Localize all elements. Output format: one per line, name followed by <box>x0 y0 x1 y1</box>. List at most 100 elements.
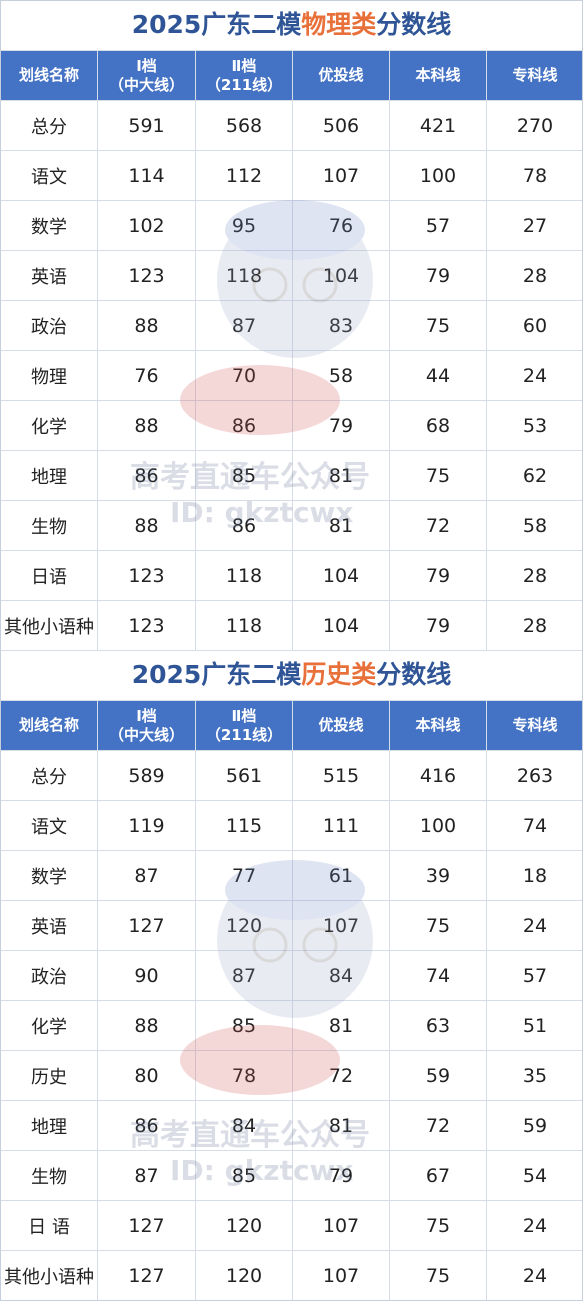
score-cell: 60 <box>486 300 583 351</box>
row-label: 其他小语种 <box>0 1250 98 1301</box>
table-row: 化学 88 85 81 63 51 <box>0 1000 583 1051</box>
score-cell: 24 <box>486 1250 583 1301</box>
score-cell: 44 <box>389 350 487 401</box>
header-cell: 划线名称 <box>0 50 98 101</box>
score-cell: 111 <box>292 800 390 851</box>
row-label: 日语 <box>0 550 98 601</box>
score-cell: 81 <box>292 500 390 551</box>
title-prefix: 2025广东二模 <box>131 660 302 689</box>
table-row: 总分 591 568 506 421 270 <box>0 100 583 151</box>
score-cell: 51 <box>486 1000 583 1051</box>
score-cell: 75 <box>389 900 487 951</box>
title-highlight: 历史类 <box>301 660 377 689</box>
score-cell: 84 <box>292 950 390 1001</box>
score-cell: 112 <box>195 150 293 201</box>
score-table-physics: 划线名称 Ⅰ档 （中大线） Ⅱ档 （211线） 优投线 本科线 专科线 总分 591 5… <box>0 50 583 651</box>
score-cell: 87 <box>97 850 196 901</box>
score-cell: 86 <box>195 500 293 551</box>
score-cell: 88 <box>97 300 196 351</box>
score-cell: 81 <box>292 1100 390 1151</box>
header-cell: Ⅱ档 （211线） <box>195 50 293 101</box>
score-cell: 421 <box>389 100 487 151</box>
score-cell: 515 <box>292 750 390 801</box>
score-cell: 88 <box>97 500 196 551</box>
score-cell: 263 <box>486 750 583 801</box>
score-cell: 118 <box>195 250 293 301</box>
score-cell: 104 <box>292 250 390 301</box>
header-line: Ⅱ档 <box>231 706 257 725</box>
row-label: 其他小语种 <box>0 600 98 651</box>
table-row: 日语 123 118 104 79 28 <box>0 550 583 601</box>
table-row: 数学 102 95 76 57 27 <box>0 200 583 251</box>
score-cell: 118 <box>195 600 293 651</box>
row-label: 化学 <box>0 400 98 451</box>
score-cell: 87 <box>195 300 293 351</box>
score-cell: 88 <box>97 1000 196 1051</box>
row-label: 物理 <box>0 350 98 401</box>
score-cell: 63 <box>389 1000 487 1051</box>
score-cell: 79 <box>389 600 487 651</box>
score-cell: 75 <box>389 450 487 501</box>
score-cell: 118 <box>195 550 293 601</box>
table-row: 英语 127 120 107 75 24 <box>0 900 583 951</box>
score-cell: 72 <box>292 1050 390 1101</box>
title-suffix: 分数线 <box>376 10 452 39</box>
table-row: 日 语 127 120 107 75 24 <box>0 1200 583 1251</box>
score-cell: 57 <box>486 950 583 1001</box>
score-cell: 416 <box>389 750 487 801</box>
table-row: 英语 123 118 104 79 28 <box>0 250 583 301</box>
score-cell: 100 <box>389 800 487 851</box>
table-body: 总分 589 561 515 416 263 语文 119 115 111 100 74 数学 87 77 6… <box>0 750 583 1301</box>
score-cell: 58 <box>486 500 583 551</box>
header-line: （中大线） <box>108 75 184 94</box>
row-label: 总分 <box>0 750 98 801</box>
header-cell: 本科线 <box>389 700 487 751</box>
score-cell: 127 <box>97 1200 196 1251</box>
score-cell: 90 <box>97 950 196 1001</box>
row-label: 英语 <box>0 900 98 951</box>
score-cell: 77 <box>195 850 293 901</box>
header-cell: 专科线 <box>486 700 583 751</box>
row-label: 日 语 <box>0 1200 98 1251</box>
score-cell: 107 <box>292 900 390 951</box>
score-cell: 86 <box>195 400 293 451</box>
table-row: 物理 76 70 58 44 24 <box>0 350 583 401</box>
header-cell: Ⅱ档 （211线） <box>195 700 293 751</box>
score-cell: 76 <box>97 350 196 401</box>
score-cell: 87 <box>195 950 293 1001</box>
table-header-row: 划线名称 Ⅰ档 （中大线） Ⅱ档 （211线） 优投线 本科线 专科线 <box>0 50 583 101</box>
header-line: Ⅰ档 <box>136 56 157 75</box>
score-cell: 24 <box>486 1200 583 1251</box>
score-cell: 83 <box>292 300 390 351</box>
table-row: 化学 88 86 79 68 53 <box>0 400 583 451</box>
score-cell: 57 <box>389 200 487 251</box>
header-line: Ⅱ档 <box>231 56 257 75</box>
table-row: 地理 86 84 81 72 59 <box>0 1100 583 1151</box>
score-cell: 27 <box>486 200 583 251</box>
score-cell: 561 <box>195 750 293 801</box>
score-cell: 54 <box>486 1150 583 1201</box>
score-cell: 78 <box>486 150 583 201</box>
table-row: 语文 114 112 107 100 78 <box>0 150 583 201</box>
score-cell: 79 <box>389 250 487 301</box>
score-cell: 79 <box>292 1150 390 1201</box>
score-cell: 79 <box>389 550 487 601</box>
score-cell: 102 <box>97 200 196 251</box>
score-cell: 120 <box>195 1250 293 1301</box>
score-cell: 88 <box>97 400 196 451</box>
score-cell: 78 <box>195 1050 293 1101</box>
header-cell: Ⅰ档 （中大线） <box>97 700 196 751</box>
title-suffix: 分数线 <box>376 660 452 689</box>
row-label: 化学 <box>0 1000 98 1051</box>
row-label: 语文 <box>0 150 98 201</box>
header-line: （211线） <box>205 75 283 94</box>
score-cell: 39 <box>389 850 487 901</box>
score-cell: 76 <box>292 200 390 251</box>
score-cell: 85 <box>195 450 293 501</box>
score-cell: 104 <box>292 550 390 601</box>
row-label: 历史 <box>0 1050 98 1101</box>
table-row: 生物 88 86 81 72 58 <box>0 500 583 551</box>
score-cell: 591 <box>97 100 196 151</box>
table-row: 生物 87 85 79 67 54 <box>0 1150 583 1201</box>
score-cell: 589 <box>97 750 196 801</box>
